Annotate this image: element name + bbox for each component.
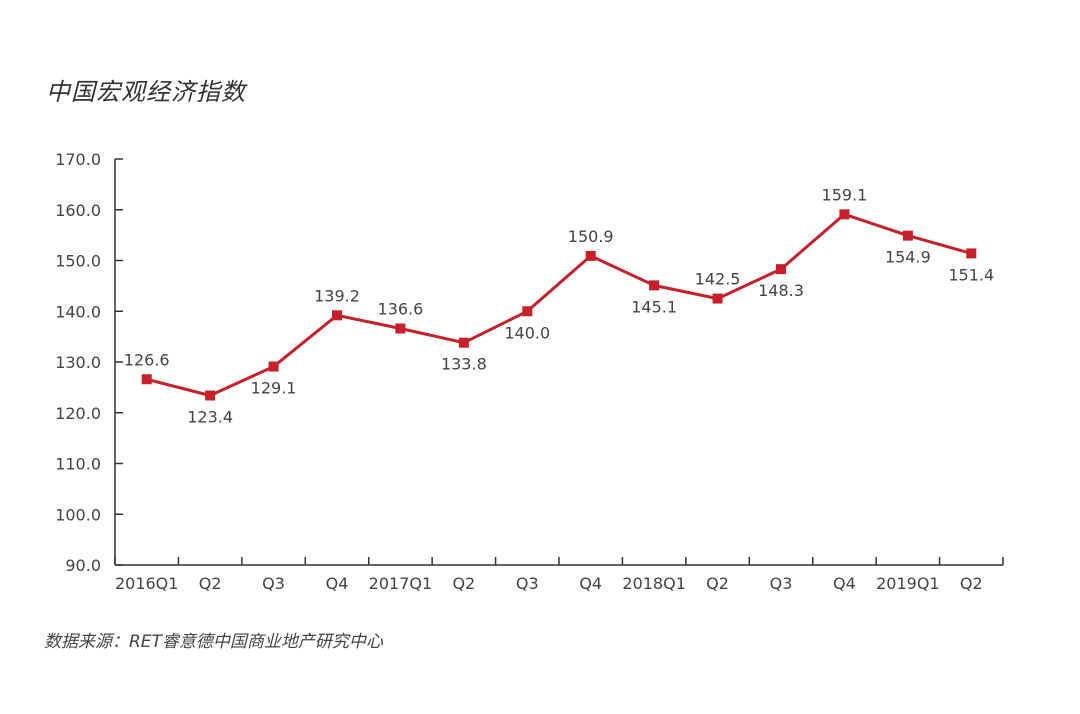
x-tick-label: Q3	[262, 574, 285, 593]
data-label: 142.5	[695, 270, 741, 289]
y-tick-label: 170.0	[55, 150, 101, 169]
data-point	[458, 337, 469, 348]
data-label: 151.4	[948, 265, 994, 284]
chart-title: 中国宏观经济指数	[46, 78, 246, 106]
y-tick-label: 100.0	[55, 505, 101, 524]
chart-series	[141, 209, 977, 401]
data-label: 145.1	[631, 297, 677, 316]
y-tick-label: 130.0	[55, 353, 101, 372]
data-label: 123.4	[187, 407, 233, 426]
y-tick-label: 160.0	[55, 201, 101, 220]
data-point	[776, 264, 786, 275]
series-line	[146, 212, 972, 397]
x-tick-label: Q4	[833, 574, 856, 593]
data-point	[332, 310, 342, 321]
data-label: 126.6	[124, 350, 170, 369]
x-tick-label: Q2	[960, 574, 983, 593]
data-point	[141, 374, 152, 385]
x-tick-label: Q2	[706, 574, 729, 593]
x-tick-label: 2016Q1	[115, 574, 179, 593]
x-tick-label: Q2	[199, 574, 222, 593]
data-point	[902, 230, 913, 241]
y-tick-label: 110.0	[55, 455, 101, 474]
data-point	[522, 306, 533, 317]
x-tick-label: Q3	[770, 574, 793, 593]
y-tick-label: 120.0	[55, 404, 101, 423]
data-label: 140.0	[504, 323, 550, 342]
data-point	[966, 248, 977, 259]
x-tick-label: 2019Q1	[876, 574, 940, 593]
data-label: 139.2	[314, 286, 360, 305]
data-point	[395, 323, 406, 334]
data-label: 150.9	[568, 227, 614, 246]
data-label: 159.1	[822, 185, 868, 204]
y-tick-label: 150.0	[55, 252, 101, 271]
data-label: 136.6	[378, 300, 424, 319]
data-point	[712, 293, 723, 304]
data-label: 154.9	[885, 248, 931, 267]
data-label: 148.3	[758, 281, 804, 300]
y-tick-label: 140.0	[55, 302, 101, 321]
y-tick-label: 90.0	[65, 556, 101, 575]
data-point	[205, 390, 216, 401]
x-tick-label: 2018Q1	[622, 574, 686, 593]
data-point	[839, 209, 850, 220]
data-label: 133.8	[441, 355, 487, 374]
x-tick-label: Q3	[516, 574, 539, 593]
chart-axes: 90.0 100.0 110.0 120.0 130.0 140.0 150.0 160.0 1…	[55, 150, 1004, 593]
data-label: 129.1	[251, 379, 297, 398]
x-tick-label: 2017Q1	[369, 574, 433, 593]
x-tick-label: Q4	[579, 574, 602, 593]
chart-data-labels: 126.6 123.4 129.1 139.2 136.6 133.8 140.0 150.9…	[124, 185, 994, 426]
x-tick-label: Q4	[326, 574, 349, 593]
data-point	[649, 280, 660, 291]
data-point	[268, 361, 279, 372]
data-source-note: 数据来源：RET睿意德中国商业地产研究中心	[44, 632, 383, 652]
x-tick-label: Q2	[452, 574, 475, 593]
data-point	[585, 250, 596, 261]
